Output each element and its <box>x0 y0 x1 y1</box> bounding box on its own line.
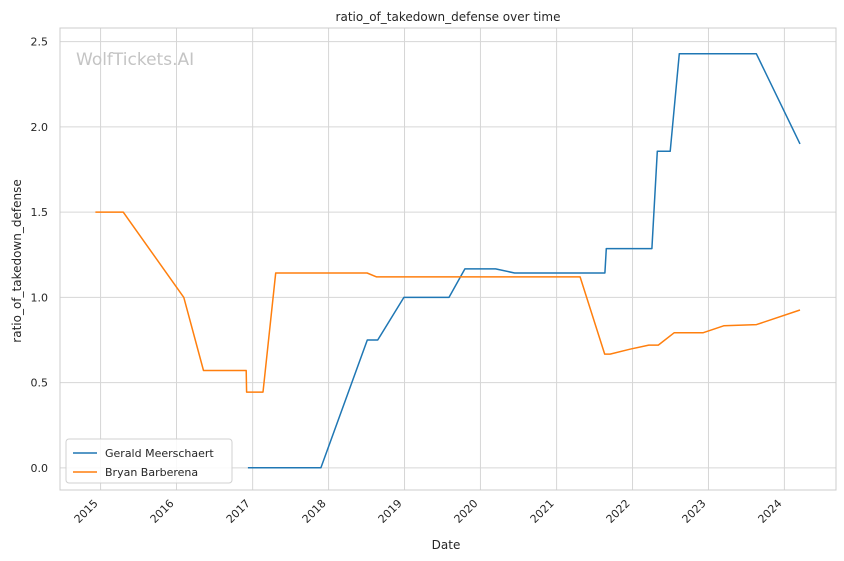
series-layer <box>95 52 801 469</box>
y-axis-ticks: 0.0 0.5 1.0 1.5 2.0 2.5 <box>31 36 49 475</box>
y-axis-label: ratio_of_takedown_defense <box>10 179 24 342</box>
legend-box <box>65 438 233 484</box>
x-axis-label: Date <box>432 538 461 552</box>
y-tick-label-0.0: 0.0 <box>31 462 49 475</box>
series-line-0 <box>247 52 801 469</box>
series-line-1 <box>95 211 801 393</box>
y-tick-label-2.5: 2.5 <box>31 36 49 49</box>
y-tick-label-1.5: 1.5 <box>31 206 49 219</box>
legend: Gerald Meerschaert Bryan Barberena <box>65 438 233 484</box>
legend-label-bryan: Bryan Barberena <box>105 466 198 479</box>
y-tick-label-2.0: 2.0 <box>31 121 49 134</box>
legend-label-gerald: Gerald Meerschaert <box>105 447 214 460</box>
watermark: WolfTickets.AI <box>76 50 194 70</box>
grid <box>60 28 836 490</box>
y-tick-label-0.5: 0.5 <box>31 377 49 390</box>
x-axis-ticks: 2015 2016 2017 2018 2019 2020 2021 2022 2023 2024 <box>72 497 785 526</box>
chart-title: ratio_of_takedown_defense over time <box>336 10 561 24</box>
plot-frame <box>59 27 837 491</box>
y-tick-label-1.0: 1.0 <box>31 291 49 304</box>
